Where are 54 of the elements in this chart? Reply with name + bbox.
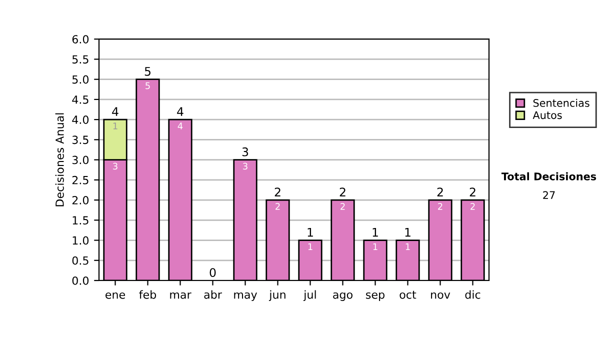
text: Total Decisiones	[501, 172, 596, 180]
total-label: 2	[470, 188, 476, 196]
x-tick-label: mar	[170, 292, 192, 299]
data-label: 1	[406, 243, 410, 250]
x-tick-label: feb	[139, 290, 156, 299]
total-label: 0	[210, 268, 216, 278]
y-tick-label: 2.5	[72, 176, 88, 184]
data-label: 2	[438, 203, 442, 210]
y-tick-label: 4.5	[72, 96, 88, 104]
total-label: 2	[437, 188, 443, 196]
data-label: 1	[308, 243, 312, 250]
data-label: 3	[113, 162, 118, 170]
data-label: 2	[340, 203, 345, 210]
x-tick-label: jun	[268, 290, 286, 301]
text: 27	[543, 191, 555, 199]
data-label: 4	[178, 122, 183, 130]
y-tick-label: 5.5	[72, 55, 88, 64]
total-label: 2	[274, 188, 280, 196]
y-tick-label: 2.0	[72, 196, 89, 204]
total-label: 3	[242, 147, 248, 156]
y-tick-label: 3.5	[72, 136, 88, 144]
x-tick-label: jul	[303, 290, 316, 301]
y-tick-label: 1.0	[72, 236, 89, 245]
data-label: 2	[276, 203, 280, 210]
data-label: 2	[470, 203, 475, 210]
x-tick-label: sep	[366, 292, 384, 301]
y-tick-label: 0.5	[72, 256, 88, 265]
y-tick-label: 4.0	[72, 116, 89, 124]
data-label: 5	[146, 82, 150, 90]
x-tick-label: abr	[204, 290, 222, 299]
total-label: 4	[177, 107, 184, 116]
y-tick-label: 6.0	[72, 35, 89, 44]
y-tick-label: 5.0	[72, 75, 89, 84]
x-tick-label: may	[234, 292, 258, 301]
legend-label: Autos	[532, 111, 562, 120]
y-tick-label: 1.5	[72, 216, 88, 225]
total-label: 5	[144, 67, 150, 76]
x-tick-label: oct	[400, 290, 416, 299]
x-tick-label: dic	[465, 290, 480, 299]
y-axis-title: Decisiones Anual	[55, 113, 64, 206]
total-label: 1	[372, 228, 378, 237]
total-label: 1	[308, 228, 313, 237]
y-tick-label: 0.0	[72, 276, 89, 285]
data-label: 3	[243, 162, 248, 170]
y-tick-label: 3.0	[72, 156, 89, 164]
legend-label: Sentencias	[533, 98, 590, 107]
data-label: 1	[373, 243, 378, 250]
total-label: 4	[112, 107, 118, 116]
x-tick-label: ene	[106, 292, 126, 299]
x-tick-label: ago	[333, 292, 352, 301]
total-label: 1	[405, 228, 410, 237]
total-label: 2	[340, 188, 346, 196]
data-label: 1	[113, 122, 118, 130]
x-tick-label: nov	[431, 292, 450, 299]
